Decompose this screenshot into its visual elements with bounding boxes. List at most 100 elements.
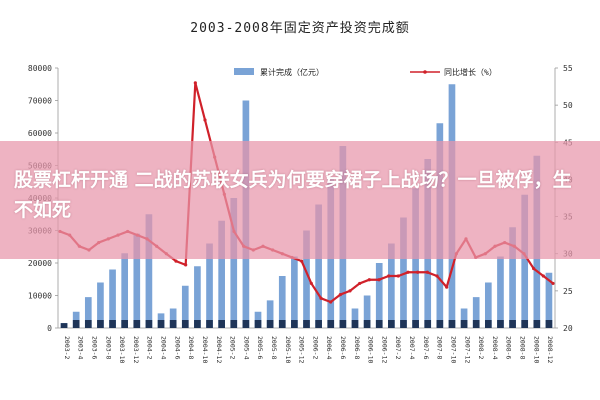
caption-banner (0, 141, 600, 259)
bar (484, 282, 492, 328)
bar (460, 308, 468, 328)
bar (388, 243, 395, 328)
y-left-tick-label: 60000 (28, 129, 52, 138)
bar-base (278, 320, 286, 328)
growth-point (406, 270, 410, 274)
bar (315, 204, 322, 328)
bar-base (327, 320, 335, 328)
bar (145, 214, 153, 328)
bar-base (545, 320, 553, 328)
bar-base (60, 323, 68, 328)
x-tick-label: 2003-6 (91, 336, 99, 360)
x-tick-label: 2006-8 (353, 336, 361, 360)
x-tick-label: 2006-12 (380, 336, 388, 363)
x-tick-label: 2007-8 (436, 336, 444, 360)
x-tick-label: 2007-12 (463, 336, 471, 363)
bar-base (242, 320, 250, 328)
bar (133, 233, 141, 328)
x-tick-label: 2004-2 (146, 336, 154, 360)
y-left-tick-label: 70000 (28, 97, 52, 106)
x-tick-label: 2008-2 (477, 336, 485, 360)
growth-point (300, 259, 304, 263)
bar-base (121, 320, 129, 328)
growth-point (193, 81, 197, 85)
growth-point (338, 292, 342, 297)
x-tick-label: 2003-2 (63, 336, 71, 360)
growth-point (184, 263, 188, 267)
bar (181, 285, 189, 328)
bar-base (412, 320, 419, 328)
bar (121, 253, 129, 328)
caption-text: 股票杠杆开通 二战的苏联女兵为何要穿裙子上战场？一旦被俘，生不如死 (14, 169, 572, 221)
bar-base (218, 320, 225, 328)
bar-base (169, 320, 177, 328)
bar (303, 230, 310, 328)
bar-base (315, 320, 322, 328)
growth-point (396, 274, 400, 278)
growth-point (445, 285, 449, 289)
y-left-tick-label: 20000 (28, 259, 52, 268)
bar (194, 266, 201, 328)
y-left-tick-label: 0 (47, 324, 52, 333)
x-tick-label: 2007-4 (408, 336, 416, 360)
x-tick-label: 2006-2 (311, 336, 319, 360)
x-tick-label: 2005-2 (229, 336, 237, 360)
bar-base (460, 320, 468, 328)
x-tick-label: 2004-6 (173, 336, 181, 360)
bar (375, 263, 383, 328)
growth-point (367, 278, 371, 282)
legend-bar-label: 累计完成（亿元） (260, 67, 324, 77)
bar (84, 297, 92, 328)
growth-point (348, 289, 352, 293)
bar-base (157, 320, 165, 328)
bar-base (521, 320, 529, 328)
bar-base (436, 320, 444, 328)
x-tick-label: 2004-4 (160, 336, 168, 360)
growth-point (551, 281, 555, 286)
bar (109, 269, 116, 328)
x-tick-label: 2008-10 (532, 336, 540, 363)
bar (266, 300, 274, 328)
bar (497, 256, 504, 328)
bar-base (424, 320, 432, 328)
growth-point (358, 281, 362, 286)
bar-base (339, 320, 347, 328)
bar-base (351, 320, 359, 328)
bar (254, 311, 262, 328)
growth-point (425, 270, 429, 274)
bar-base (484, 320, 492, 328)
x-tick-label: 2005-6 (256, 336, 264, 360)
x-tick-label: 2004-8 (187, 336, 195, 360)
bar (97, 282, 104, 328)
x-tick-label: 2006-6 (339, 336, 347, 360)
growth-point (174, 259, 178, 263)
growth-point (532, 266, 536, 271)
growth-point (319, 296, 323, 300)
bar-base (375, 320, 383, 328)
bar-base (181, 320, 189, 328)
x-tick-label: 2005-4 (242, 336, 250, 360)
x-tick-label: 2006-4 (325, 336, 333, 360)
growth-point (541, 274, 545, 278)
bar (351, 308, 359, 328)
bar-base (254, 320, 262, 328)
bar-base (472, 320, 480, 328)
x-tick-label: 2005-8 (270, 336, 278, 360)
x-tick-label: 2003-10 (118, 336, 126, 363)
bar-base (388, 320, 395, 328)
bar-base (400, 320, 407, 328)
x-tick-label: 2003-12 (132, 336, 140, 363)
bar-base (363, 320, 371, 328)
legend-bar-swatch (234, 68, 254, 75)
y-right-tick-label: 25 (563, 287, 573, 296)
bar (545, 272, 553, 328)
y-right-tick-label: 55 (563, 64, 573, 73)
bar (278, 276, 286, 328)
y-left-tick-label: 10000 (28, 292, 52, 301)
growth-point (416, 270, 420, 274)
bar-base (206, 320, 213, 328)
x-tick-label: 2005-10 (284, 336, 292, 363)
bar-base (72, 320, 80, 328)
bar (509, 227, 516, 328)
growth-point (435, 274, 439, 278)
